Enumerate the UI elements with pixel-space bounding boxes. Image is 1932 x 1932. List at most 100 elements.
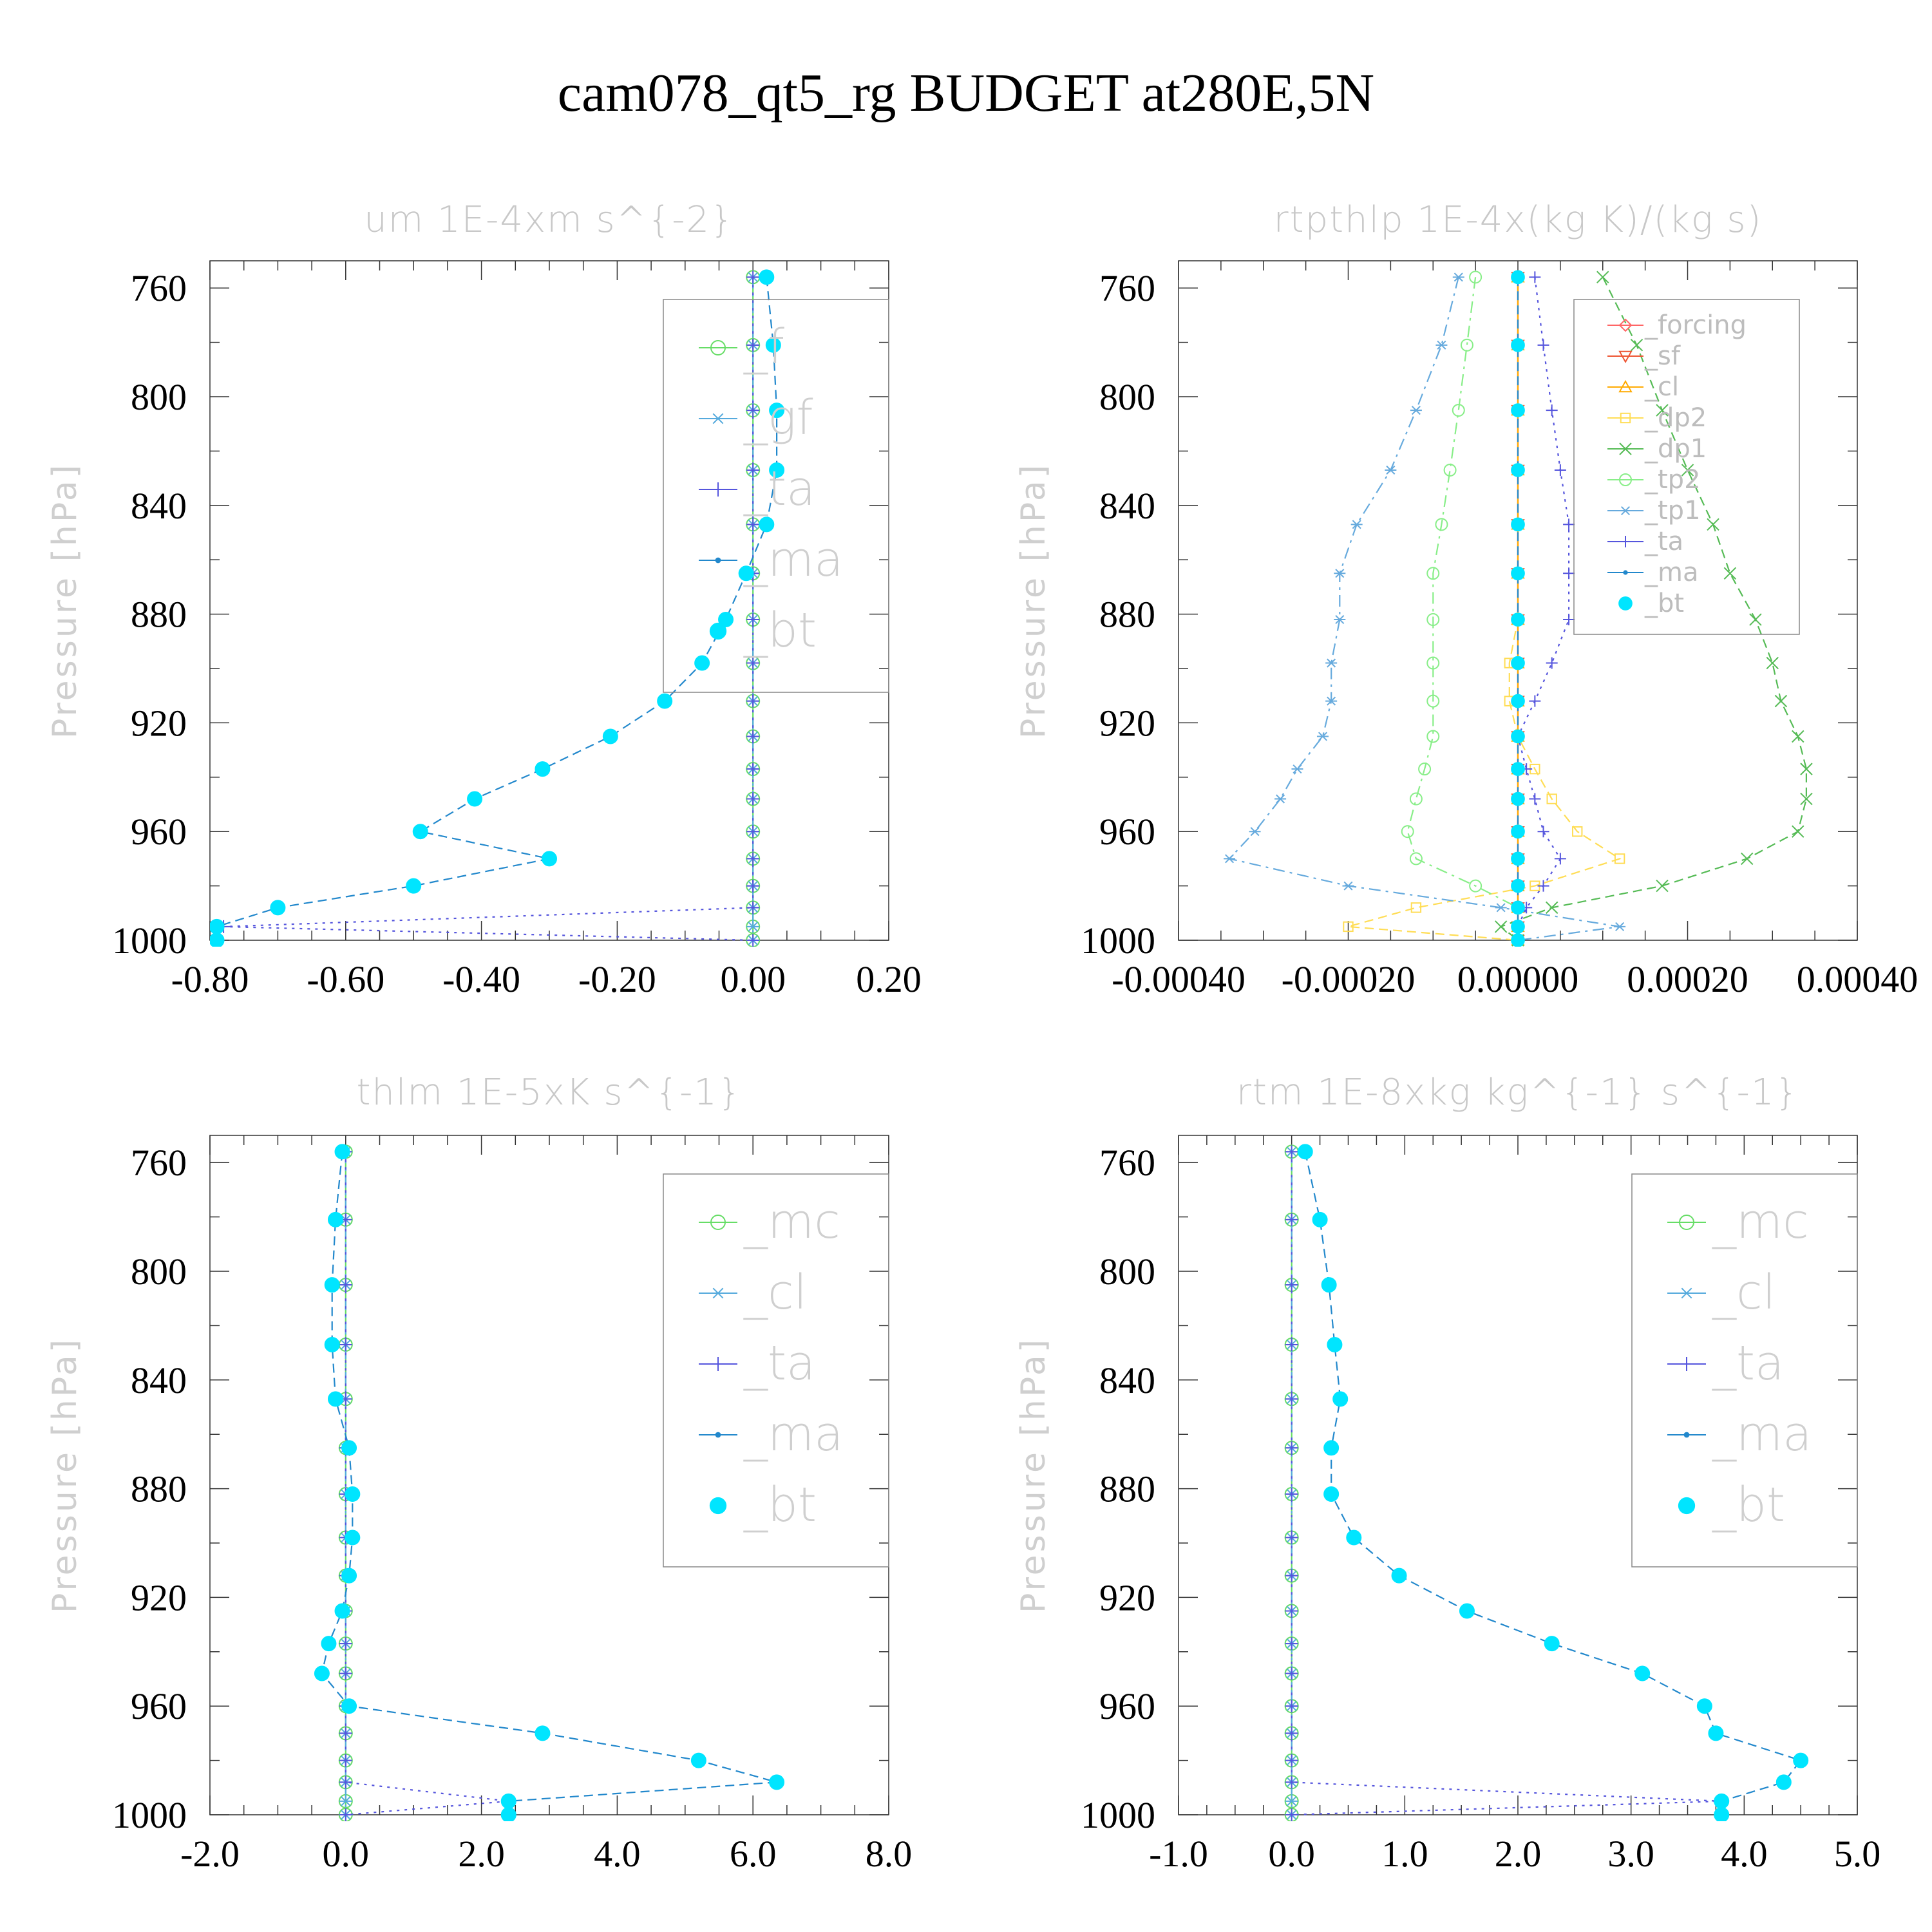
series-ta-point — [1285, 1531, 1298, 1544]
chart-panel-3: thlm 1E-5xK s^{-1} Pressure [hPa] 760 800 84… — [46, 1072, 912, 1875]
series-bt-point — [1511, 403, 1525, 417]
legend-key-marker — [710, 1215, 726, 1230]
series-ta-point — [339, 1727, 352, 1740]
legend-label: _bt — [743, 1477, 817, 1533]
panel-title: thlm 1E-5xK s^{-1} — [356, 1072, 742, 1113]
series-dp1-point — [1545, 901, 1558, 914]
y-tick-label: 840 — [131, 1359, 187, 1401]
legend-key-marker — [715, 557, 721, 564]
series-bt-point — [406, 878, 422, 894]
legend: _forcing_sf_cl_dp2_dp1_tp2_tp1_ta_ma_bt — [1573, 299, 1800, 635]
series-bt-point — [765, 337, 781, 353]
legend-key-marker — [1683, 1432, 1690, 1438]
series-ta-point — [746, 404, 760, 417]
legend-label: _ta — [1644, 527, 1683, 556]
legend-label: _sf — [1644, 341, 1681, 371]
series-ta-point — [339, 1338, 352, 1351]
x-tick-label: -0.00040 — [1112, 958, 1245, 1000]
panel-title: rtm 1E-8xkg kg^{-1} s^{-1} — [1236, 1072, 1799, 1113]
series-ta-point — [339, 1278, 352, 1292]
series-bt-point — [1327, 1336, 1343, 1352]
legend-label: _cl — [1712, 1265, 1776, 1320]
series-bt-point — [535, 761, 551, 777]
series-ta-point — [746, 656, 760, 670]
series-dp1-point — [1681, 464, 1694, 477]
y-tick-label: 840 — [1099, 1359, 1155, 1401]
y-tick-label: 880 — [131, 1468, 187, 1510]
series-ta-point — [746, 792, 760, 806]
y-tick-label: 800 — [1099, 376, 1155, 418]
series-tp1-point — [1334, 615, 1346, 625]
series-tp2-line — [1406, 277, 1519, 940]
series-bt-point — [1511, 878, 1525, 893]
series-dp1 — [1494, 270, 1813, 947]
series-tp2-point — [1460, 338, 1473, 352]
series-tp2-point — [1409, 852, 1423, 866]
series-bt-point — [327, 1391, 343, 1407]
series-tp1-point — [1325, 696, 1338, 706]
legend-label: _tp1 — [1644, 496, 1701, 526]
x-tick-label: -0.20 — [578, 958, 656, 1000]
series-bt-point — [1544, 1636, 1560, 1652]
legend-box — [663, 299, 889, 693]
legend: _mc _cl _ta _ma _bt — [1631, 1173, 1858, 1567]
y-tick-label: 920 — [131, 702, 187, 744]
series-ta-point — [1563, 614, 1575, 626]
series-ta-point — [746, 613, 760, 627]
y-tick-label: 760 — [131, 267, 187, 309]
series-bt-point — [1323, 1486, 1340, 1502]
series-ma-line — [216, 277, 778, 940]
series-dp1-point — [1656, 879, 1669, 893]
series-dp2-point — [1572, 826, 1583, 837]
legend-key-marker — [709, 1497, 727, 1515]
series-tp1-point — [1410, 406, 1422, 415]
legend-key-marker — [710, 340, 726, 355]
legend-label: _dp1 — [1644, 434, 1707, 464]
series-tp1-point — [1350, 520, 1363, 529]
legend-label: _ma — [743, 1406, 843, 1462]
series-ta-point — [1546, 404, 1558, 417]
series-ta-point — [1285, 1776, 1298, 1789]
legend-label: _dp2 — [1644, 403, 1707, 433]
series-bt-point — [1511, 824, 1525, 839]
series-ta-point — [1285, 1754, 1298, 1767]
series-ta-point — [339, 1776, 352, 1789]
y-axis-label: Pressure [hPa] — [46, 462, 84, 739]
series-bt-point — [1312, 1211, 1328, 1227]
series-tp1 — [1224, 272, 1626, 945]
legend-box — [1573, 299, 1800, 635]
x-tick-label: 0.00 — [720, 958, 786, 1000]
legend-label: _bt — [1712, 1477, 1785, 1533]
series-bt-point — [500, 1807, 516, 1821]
series-bt — [1511, 270, 1525, 947]
x-tick-label: 0.00040 — [1797, 958, 1918, 1000]
series-dp1-point — [1596, 270, 1609, 284]
series-ta-point — [746, 934, 760, 947]
series-ta-point — [1285, 1213, 1298, 1226]
series-bt — [314, 1144, 785, 1821]
series-bt-point — [1391, 1567, 1407, 1584]
series-dp1-point — [1741, 852, 1754, 866]
series-bt-point — [1793, 1752, 1809, 1768]
series-tp2-point — [1443, 463, 1457, 477]
series-ta-point — [1554, 853, 1566, 865]
series-tp2-point — [1435, 518, 1448, 531]
series-dp1-point — [1656, 404, 1669, 417]
series-dp1-point — [1749, 613, 1762, 626]
y-tick-label: 760 — [1099, 267, 1155, 309]
series-tp2-point — [1426, 567, 1440, 580]
series-bt-point — [738, 565, 754, 582]
series-gf-point — [746, 922, 760, 932]
series-ta-point — [1285, 1808, 1298, 1821]
plot-area — [210, 269, 785, 947]
x-tick-label: 3.0 — [1607, 1833, 1654, 1875]
series-tp1-point — [1316, 732, 1329, 741]
series-bt-point — [690, 1752, 706, 1768]
series-bt-point — [769, 462, 785, 478]
series-ta-point — [339, 1667, 352, 1680]
series-tp1-line — [1227, 277, 1620, 942]
series-ta-point — [1563, 567, 1575, 580]
plot-area — [1284, 1144, 1809, 1821]
series-bt-point — [314, 1665, 330, 1681]
legend: _mc _cl _ta _ma _bt — [663, 1173, 889, 1567]
